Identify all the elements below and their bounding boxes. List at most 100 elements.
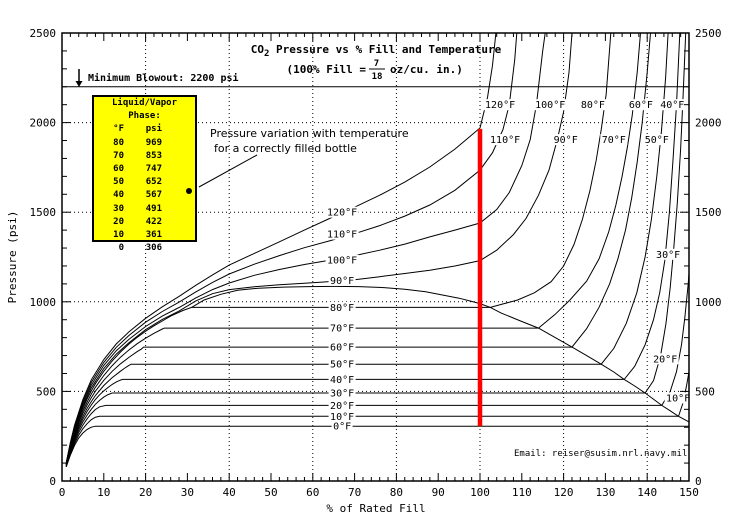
curve-label-bg [328,410,356,422]
down-arrow-icon [75,69,83,87]
curve-label-bg [654,248,682,260]
y-tick-label-left: 2500 [30,27,57,40]
curve-label: 90°F [554,135,578,146]
curve-40-f [65,32,681,466]
curve-50-f [65,32,669,466]
curve-label-bg [664,392,692,404]
legend-column-headers: °F psi [94,123,195,136]
chart-subtitle-right: oz/cu. in.) [390,63,463,76]
curve-90-f [65,32,573,464]
curve-20-f [65,273,690,467]
x-tick-label: 50 [264,486,277,499]
legend-row: 70 853 [94,150,195,163]
curve-label: 120°F [485,100,515,111]
legend-psi-value: 853 [145,150,162,161]
y-tick-label-left: 1500 [30,206,57,219]
y-tick-label-right: 1500 [695,206,722,219]
legend-psi-value: 422 [145,216,162,227]
curve-label: 110°F [327,230,357,241]
x-tick-label: 140 [637,486,657,499]
y-tick-label-left: 2000 [30,117,57,130]
legend-row: 0 306 [94,242,195,255]
y-tick-label-left: 500 [36,385,56,398]
legend-psi-value: 567 [145,190,162,201]
legend-psi-value: 491 [145,203,162,214]
curve-label-bg [643,134,671,146]
y-tick-label-right: 0 [695,475,702,488]
y-tick-label-left: 0 [49,475,56,488]
curve-120-f [65,32,497,463]
legend-row: 40 567 [94,189,195,202]
curve-70-f [65,32,641,465]
curve-label-bg [325,228,359,240]
legend-rows: 80 969 70 853 60 747 50 652 40 567 30 491 20 422 10 361… [94,137,195,256]
legend-temp-value: 40 [113,190,124,201]
x-tick-label: 70 [348,486,361,499]
curve-label: 40°F [330,375,354,386]
chart-title: CO2 Pressure vs % Fill and Temperature [251,43,502,59]
x-tick-label: 150 [679,486,699,499]
x-tick-label: 130 [595,486,615,499]
curve-label-bg [328,341,356,353]
legend-row: 30 491 [94,203,195,216]
x-tick-label: 10 [97,486,110,499]
curve-label-bg [533,99,567,111]
curve-label: 20°F [653,354,677,365]
y-axis-title: Pressure (psi) [6,211,19,304]
curve-label-bg [331,420,353,432]
curve-label: 50°F [330,360,354,371]
chart-subtitle-left: (100% Fill = [287,63,367,76]
curve-label-bg [488,134,522,146]
fraction-numerator: 7 [374,59,379,69]
curve-30-f [65,32,687,467]
x-tick-label: 0 [59,486,66,499]
callout-text-line2: for a correctly filled bottle [214,142,357,155]
legend-col-psi: psi [145,124,162,135]
curve-80-f [65,32,612,465]
curve-label-bg [651,353,679,365]
curve-label: 20°F [330,401,354,412]
x-tick-label: 20 [139,486,152,499]
min-blowout-label: Minimum Blowout: 2200 psi [88,72,239,84]
x-tick-label: 60 [306,486,319,499]
curve-label: 50°F [645,135,669,146]
curve-label-bg [627,99,655,111]
curve-label-bg [328,274,356,286]
curve-label-bg [325,206,359,218]
curve-60-f [65,32,651,466]
legend-row: 20 422 [94,216,195,229]
curve-liquid-vapor-saturation-boundary [191,285,690,423]
curve-label-bg [579,99,607,111]
curve-label-bg [658,99,686,111]
legend-psi-value: 361 [145,230,162,241]
y-tick-label-right: 2500 [695,27,722,40]
curve-10-f [65,371,690,467]
curve-label: 100°F [535,100,565,111]
curve-label: 70°F [602,135,626,146]
callout-leader-line [198,154,258,188]
y-tick-label-left: 1000 [30,296,57,309]
legend-temp-value: 80 [113,137,124,148]
legend-temp-value: 20 [113,216,124,227]
curve-label: 90°F [330,276,354,287]
curve-label: 0°F [333,422,351,433]
y-tick-label-right: 500 [695,385,715,398]
curve-110-f [65,32,518,464]
legend-psi-value: 306 [145,243,162,254]
x-tick-label: 80 [390,486,403,499]
x-tick-label: 120 [554,486,574,499]
legend-row: 60 747 [94,163,195,176]
curve-label-bg [328,301,356,313]
legend-row: 10 361 [94,229,195,242]
curve-label-bg [328,399,356,411]
callout-dot-icon [186,188,192,194]
x-tick-label: 100 [470,486,490,499]
curve-label: 10°F [666,393,690,404]
x-tick-label: 110 [512,486,532,499]
curve-label: 60°F [330,343,354,354]
curve-label: 30°F [330,389,354,400]
curve-label-bg [328,387,356,399]
curve-0-f [65,425,689,468]
curve-100-f [65,32,546,464]
